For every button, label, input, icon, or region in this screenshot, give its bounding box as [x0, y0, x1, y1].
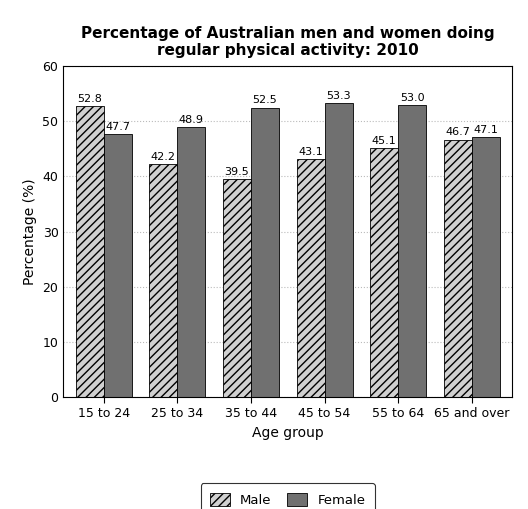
Bar	[251, 107, 279, 397]
Text: 46.7: 46.7	[445, 127, 470, 137]
Text: 42.2: 42.2	[151, 152, 176, 162]
Bar	[149, 164, 177, 397]
Bar	[104, 134, 132, 397]
Bar	[370, 148, 398, 397]
X-axis label: Age group: Age group	[252, 426, 324, 440]
Text: 52.5: 52.5	[252, 95, 277, 105]
Y-axis label: Percentage (%): Percentage (%)	[23, 178, 37, 285]
Text: 45.1: 45.1	[372, 136, 397, 146]
Text: 39.5: 39.5	[224, 167, 249, 177]
Text: 53.3: 53.3	[326, 91, 351, 101]
Text: 52.8: 52.8	[78, 94, 102, 104]
Text: 53.0: 53.0	[400, 93, 425, 103]
Bar	[398, 105, 426, 397]
Bar	[472, 137, 499, 397]
Bar	[223, 179, 251, 397]
Text: 48.9: 48.9	[179, 115, 204, 125]
Bar	[444, 139, 472, 397]
Title: Percentage of Australian men and women doing
regular physical activity: 2010: Percentage of Australian men and women d…	[81, 25, 495, 58]
Bar	[177, 127, 205, 397]
Bar	[297, 159, 325, 397]
Legend: Male, Female: Male, Female	[201, 484, 375, 509]
Text: 43.1: 43.1	[298, 147, 323, 157]
Text: 47.1: 47.1	[473, 125, 498, 135]
Bar	[325, 103, 353, 397]
Text: 47.7: 47.7	[105, 122, 130, 132]
Bar	[76, 106, 104, 397]
